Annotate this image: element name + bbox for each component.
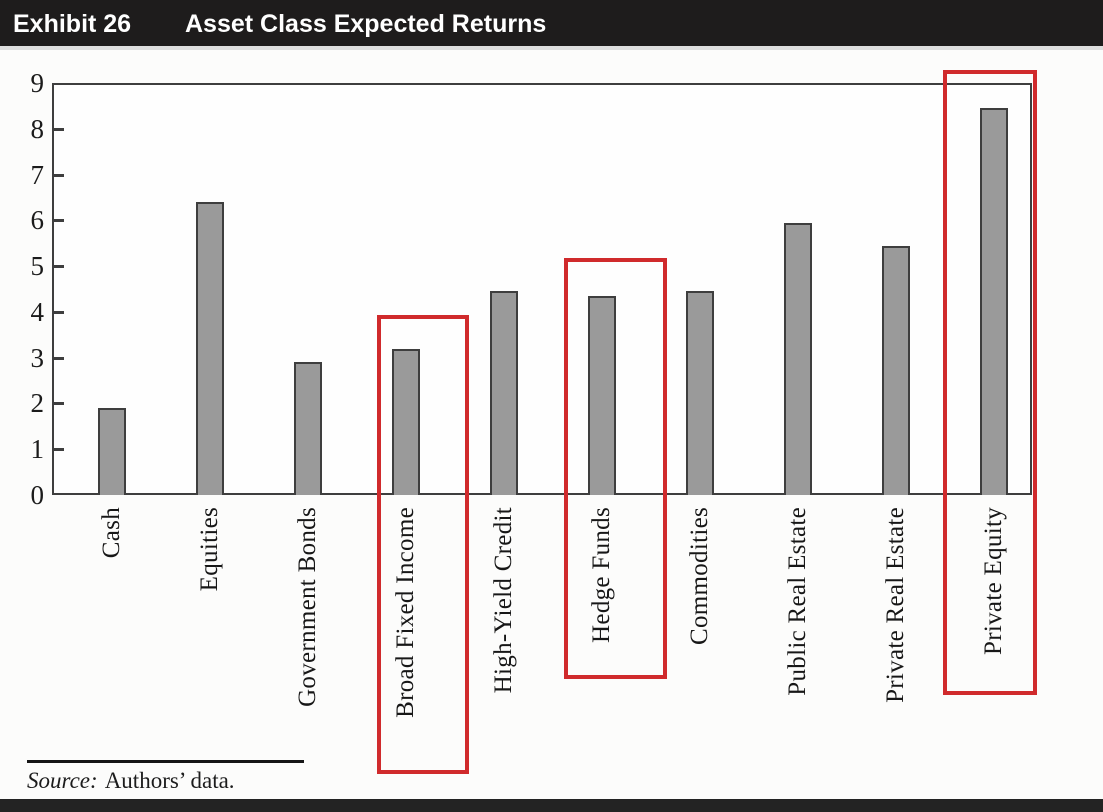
x-label-wrap-private-real-estate: Private Real Estate [879, 507, 913, 797]
exhibit-number: Exhibit 26 [13, 10, 132, 38]
x-label-government-bonds: Government Bonds [294, 507, 321, 707]
x-label-wrap-cash: Cash [95, 507, 129, 797]
highlight-box-private-equity [943, 70, 1037, 695]
x-label-wrap-commodities: Commodities [683, 507, 717, 797]
x-label-equities: Equities [196, 507, 223, 592]
y-tick-mark [54, 402, 64, 406]
source-note: Source: Authors’ data. [27, 768, 235, 794]
y-tick-label-8: 8 [30, 113, 45, 144]
bar-government-bonds [294, 362, 322, 495]
y-tick-label-5: 5 [30, 251, 45, 282]
y-tick-label-3: 3 [30, 342, 45, 373]
y-tick-label-1: 1 [30, 434, 45, 465]
x-label-private-real-estate: Private Real Estate [882, 507, 909, 703]
bar-equities [196, 202, 224, 495]
y-tick-label-7: 7 [30, 159, 45, 190]
y-tick-label-4: 4 [30, 296, 45, 327]
bar-private-equity [980, 108, 1008, 495]
exhibit-header: Exhibit 26 Asset Class Expected Returns [0, 0, 1103, 50]
bar-public-real-estate [784, 223, 812, 495]
x-label-cash: Cash [98, 507, 125, 559]
x-label-high-yield-credit: High-Yield Credit [490, 507, 517, 694]
x-label-commodities: Commodities [686, 507, 713, 646]
y-tick-mark [54, 265, 64, 269]
bar-commodities [686, 291, 714, 495]
bar-hedge-funds [588, 296, 616, 495]
x-label-wrap-public-real-estate: Public Real Estate [781, 507, 815, 797]
x-label-wrap-government-bonds: Government Bonds [291, 507, 325, 797]
y-tick-label-0: 0 [30, 480, 45, 510]
bar-cash [98, 408, 126, 495]
bar-high-yield-credit [490, 291, 518, 495]
x-label-wrap-equities: Equities [193, 507, 227, 797]
y-tick-mark [54, 310, 64, 314]
y-tick-mark [54, 448, 64, 452]
y-tick-label-9: 9 [30, 68, 45, 98]
source-label: Source: [27, 768, 98, 793]
highlight-box-hedge-funds [564, 258, 667, 679]
y-tick-mark [54, 127, 64, 131]
y-tick-label-2: 2 [30, 388, 45, 419]
highlight-box-broad-fixed-income [377, 315, 469, 774]
bar-private-real-estate [882, 246, 910, 495]
bottom-border-bar [0, 799, 1103, 812]
y-tick-mark [54, 356, 64, 360]
bar-broad-fixed-income [392, 349, 420, 495]
source-text: Authors’ data. [104, 768, 235, 793]
y-tick-mark [54, 219, 64, 223]
y-tick-mark [54, 173, 64, 177]
x-label-public-real-estate: Public Real Estate [784, 507, 811, 696]
source-divider-rule [27, 760, 304, 763]
y-tick-label-6: 6 [30, 205, 45, 236]
x-label-wrap-high-yield-credit: High-Yield Credit [487, 507, 521, 797]
exhibit-title: Asset Class Expected Returns [185, 10, 547, 38]
